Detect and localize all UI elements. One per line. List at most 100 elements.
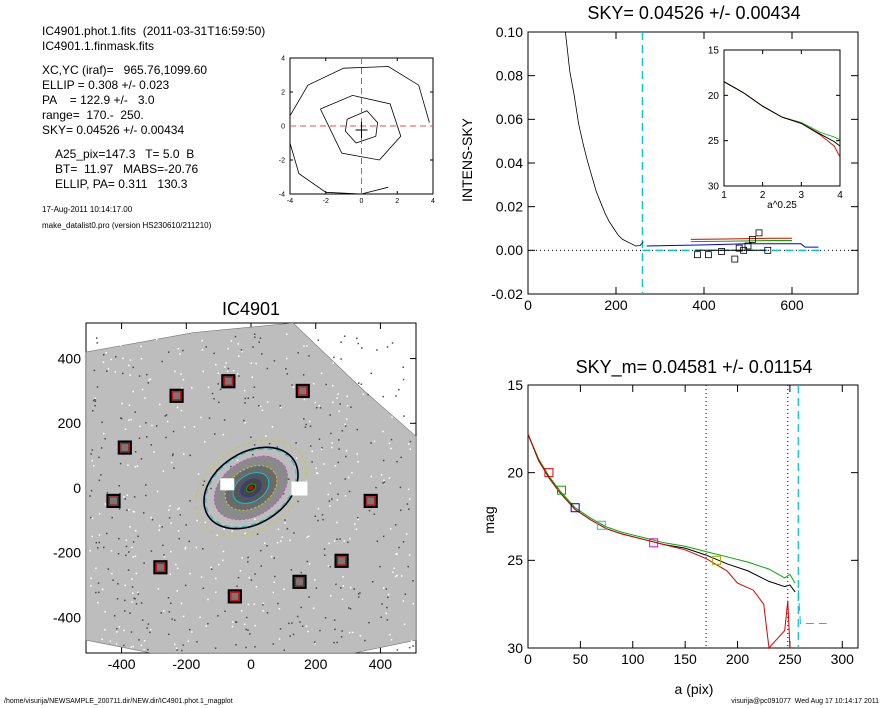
sky-region-inner [172,391,182,401]
noise-pixel [319,337,321,339]
sky-region-box [334,553,349,568]
noise-pixel [97,601,99,604]
noise-pixel [128,508,130,511]
noise-pixel [189,454,191,457]
noise-pixel [90,577,92,580]
noise-pixel [262,603,264,606]
noise-pixel [304,426,307,428]
noise-pixel [393,567,395,569]
noise-pixel [140,644,143,647]
noise-pixel [230,340,233,342]
noise-pixel [204,521,207,524]
noise-pixel [292,386,295,388]
contour-line-0 [344,110,379,144]
sky-box-marker [735,244,743,252]
noise-pixel [193,426,196,428]
noise-pixel [113,648,115,650]
noise-pixel [362,393,365,395]
noise-pixel [323,463,325,465]
noise-pixel [151,518,154,521]
noise-pixel [383,479,385,482]
noise-pixel [176,649,178,651]
noise-pixel [299,621,301,623]
noise-pixel [100,447,103,449]
noise-pixel [253,603,256,605]
noise-pixel [394,524,397,526]
noise-pixel [104,610,106,613]
noise-pixel [306,560,309,563]
noise-pixel [120,417,122,419]
noise-pixel [389,528,392,530]
noise-pixel [195,546,198,549]
noise-pixel [118,537,120,540]
noise-pixel [96,386,99,388]
noise-pixel [89,549,91,552]
noise-pixel [207,622,209,625]
noise-pixel [191,631,193,633]
noise-pixel [332,401,334,404]
noise-pixel [165,436,167,439]
noise-pixel [176,567,179,570]
noise-pixel [331,442,333,444]
noise-pixel [243,419,245,422]
sky-series-3 [690,240,792,243]
noise-pixel [101,638,103,641]
sky-region-inner [223,376,233,386]
sky-series-0 [565,31,644,247]
noise-pixel [314,401,317,404]
noise-pixel [224,366,226,368]
x-tick-label: 600 [780,297,804,313]
noise-pixel [141,619,144,621]
noise-pixel [207,598,209,601]
inset-xlabel: a^0.25 [767,200,797,211]
noise-pixel [295,457,298,460]
noise-pixel [141,388,144,391]
noise-pixel [391,342,394,344]
noise-pixel [120,344,122,347]
noise-pixel [189,572,191,575]
footer-user: visurija@pc091077 Wed Aug 17 10:14:17 20… [731,698,879,705]
noise-pixel [134,411,136,413]
noise-pixel [338,410,340,412]
mag-marker [544,468,554,478]
noise-pixel [235,621,238,624]
x-tick-label: 400 [369,656,393,672]
x-tick-label: 50 [573,651,589,667]
noise-pixel [266,611,269,614]
noise-pixel [278,607,281,610]
noise-pixel [231,625,234,628]
noise-pixel [330,595,332,597]
noise-pixel [286,453,288,455]
noise-pixel [104,629,106,631]
noise-pixel [345,449,348,452]
noise-pixel [386,606,388,609]
noise-pixel [133,496,136,498]
noise-pixel [408,508,410,510]
noise-pixel [303,345,305,347]
noise-pixel [394,575,397,578]
noise-pixel [134,466,137,468]
noise-pixel [117,552,120,555]
x-tick-label: 0 [524,297,532,313]
mag-marker [557,485,567,495]
noise-pixel [177,508,179,511]
noise-pixel [333,619,336,621]
noise-pixel [370,369,372,372]
noise-pixel [201,349,204,351]
noise-pixel [300,606,302,609]
noise-pixel [148,379,150,381]
noise-pixel [331,498,333,500]
noise-pixel [92,399,95,402]
noise-pixel [286,357,288,360]
noise-pixel [335,583,337,586]
noise-pixel [114,371,117,373]
noise-pixel [135,572,138,575]
x-tick-label: 150 [673,651,697,667]
sky-plot-title: SKY= 0.04526 +/- 0.00434 [587,3,800,23]
noise-pixel [323,548,326,550]
noise-pixel [131,586,134,588]
noise-pixel [104,503,107,505]
noise-pixel [97,582,100,584]
noise-pixel [147,623,150,625]
sky-region-inner [109,496,118,506]
